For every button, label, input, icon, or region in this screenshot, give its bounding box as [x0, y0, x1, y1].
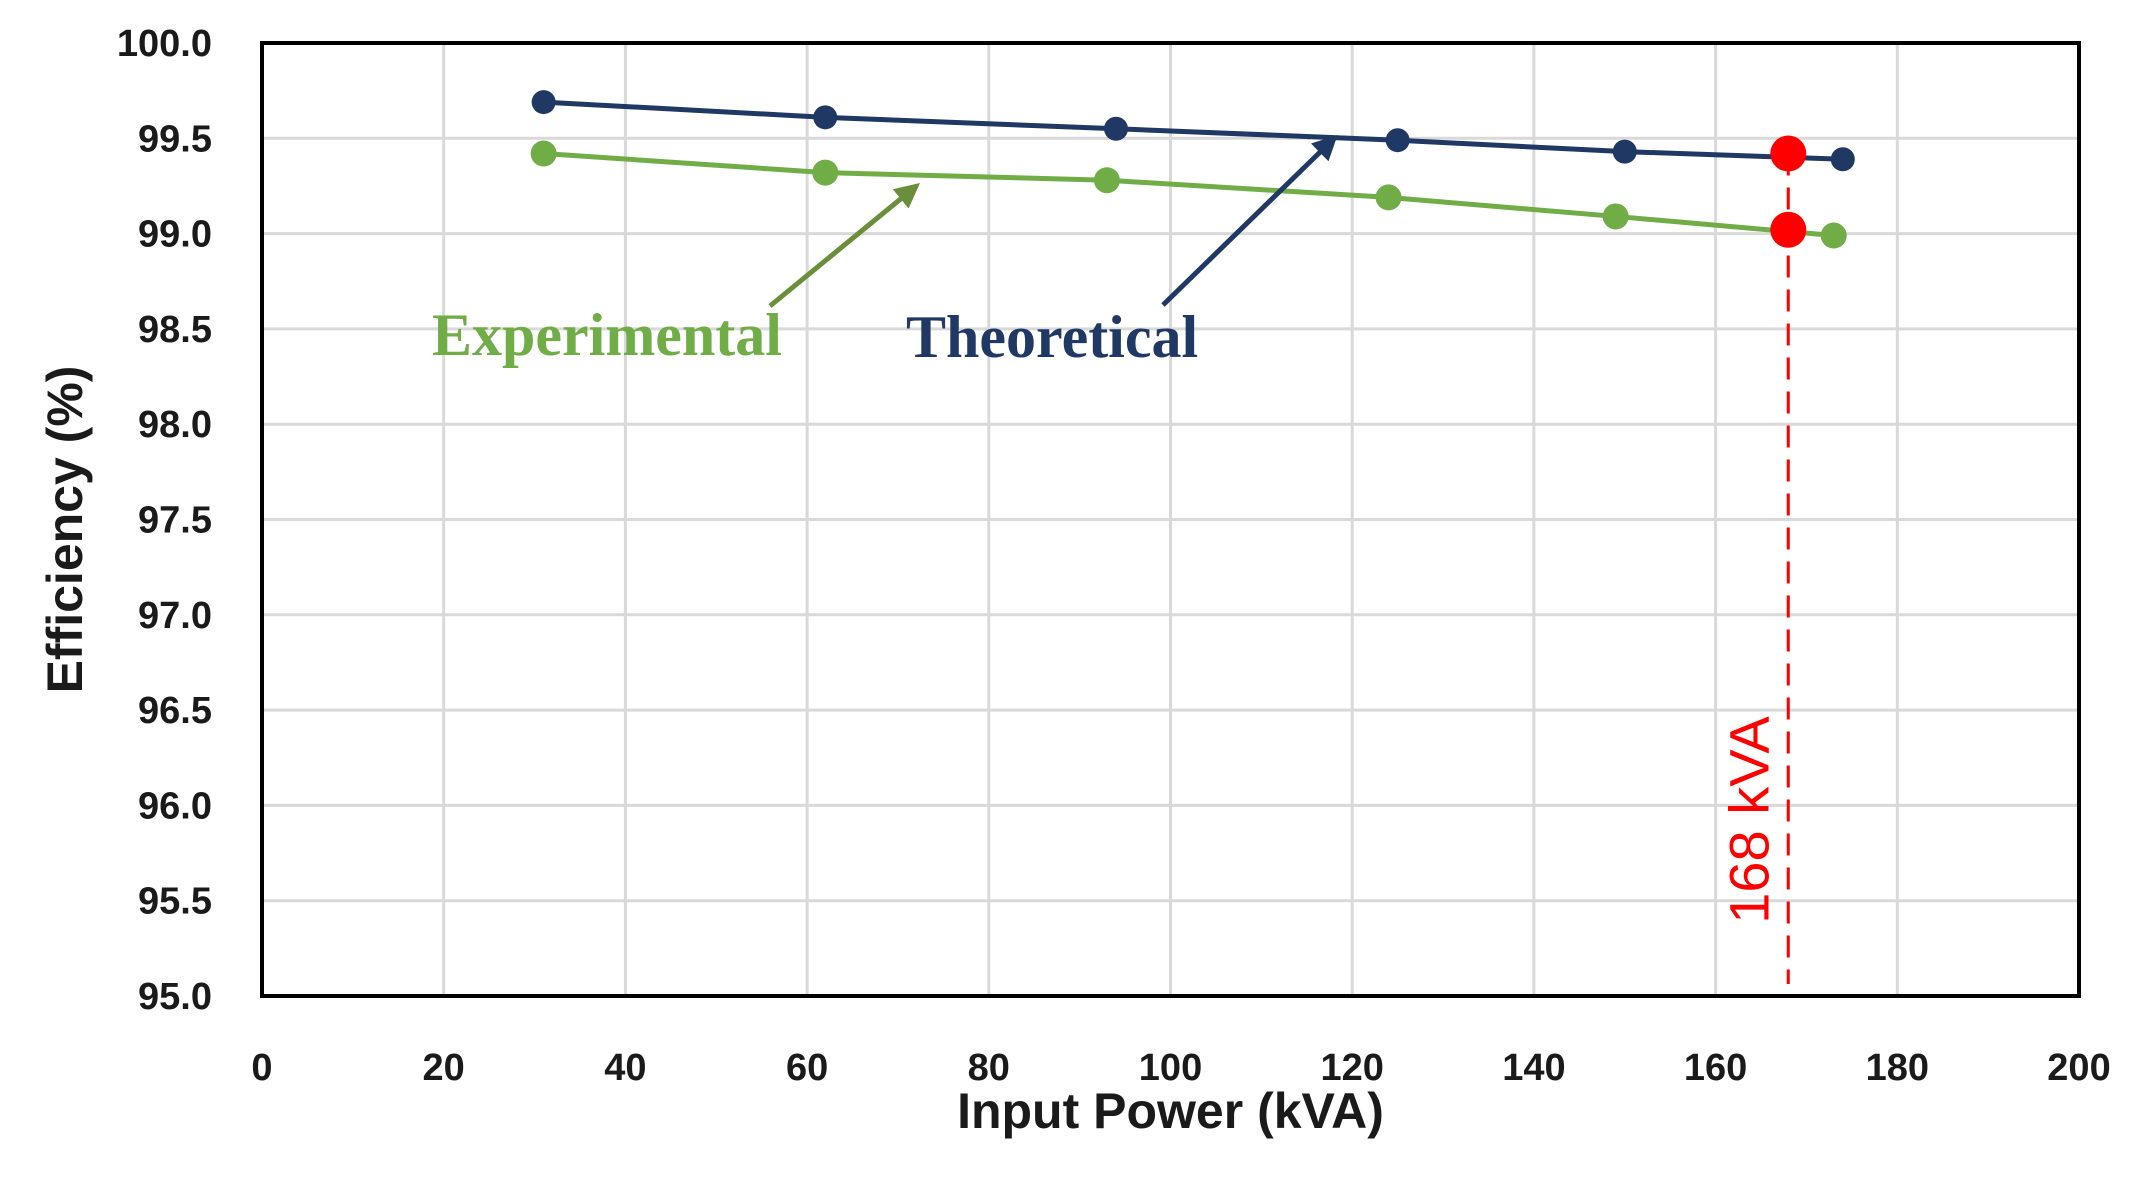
x-tick-label: 140	[1502, 1047, 1565, 1089]
annotation-layer: Experimental Theoretical	[432, 135, 1338, 370]
theoretical-data-point	[1612, 139, 1637, 164]
theoretical-data-point	[1385, 128, 1410, 153]
theoretical-data-point	[1830, 147, 1855, 172]
experimental-arrow	[768, 183, 920, 308]
y-tick-label: 98.0	[138, 404, 212, 446]
theoretical-series-line	[543, 99, 1843, 162]
experimental-data-point	[530, 140, 557, 167]
y-tick-label: 95.5	[138, 881, 212, 923]
experimental-data-point	[1375, 184, 1402, 211]
y-tick-label: 95.0	[138, 976, 212, 1018]
x-tick-label: 180	[1866, 1047, 1929, 1089]
x-tick-label: 60	[786, 1047, 828, 1089]
y-tick-label: 100.0	[117, 23, 212, 65]
y-tick-label: 97.0	[138, 595, 212, 637]
theoretical-label: Theoretical	[906, 304, 1198, 370]
y-tick-label: 99.5	[138, 118, 212, 160]
experimental-data-point	[1602, 203, 1629, 230]
x-tick-label: 80	[968, 1047, 1010, 1089]
plot-area-frame	[260, 41, 2081, 998]
y-tick-label: 96.5	[138, 690, 212, 732]
marker-layer: 168 kVA	[1717, 135, 1807, 984]
experimental-data-point	[1093, 167, 1120, 194]
x-tick-label: 200	[2047, 1047, 2110, 1089]
y-tick-label: 96.0	[138, 785, 212, 827]
theoretical-data-point	[813, 105, 838, 130]
marker-label: 168 kVA	[1717, 716, 1780, 924]
theoretical-data-point	[531, 90, 556, 115]
x-tick-label: 40	[604, 1047, 646, 1089]
x-axis-title: Input Power (kVA)	[957, 1083, 1384, 1139]
x-tick-label: 100	[1139, 1047, 1202, 1089]
theoretical-arrow	[1161, 135, 1338, 307]
y-axis-ticks: 95.0 95.5 96.0 96.5 97.0 97.5 98.0 98.5 99.0 99.5…	[117, 23, 212, 1018]
experimental-label: Experimental	[432, 302, 782, 368]
experimental-series-line	[543, 151, 1834, 238]
experimental-data-point	[1820, 222, 1847, 249]
marker-point	[1770, 135, 1807, 172]
y-tick-label: 99.0	[138, 214, 212, 256]
marker-point	[1770, 211, 1807, 248]
x-tick-label: 20	[423, 1047, 465, 1089]
theoretical-data-point	[1103, 116, 1128, 141]
y-tick-label: 97.5	[138, 500, 212, 542]
x-axis-ticks: 0 20 40 60 80 100 120 140 160 180 200	[251, 1047, 2110, 1089]
x-tick-label: 160	[1684, 1047, 1747, 1089]
x-tick-label: 120	[1320, 1047, 1383, 1089]
y-tick-label: 98.5	[138, 309, 212, 351]
x-tick-label: 0	[251, 1047, 272, 1089]
experimental-data-point	[812, 159, 839, 186]
y-axis-title: Efficiency (%)	[37, 366, 93, 694]
series-layer	[530, 90, 1855, 249]
